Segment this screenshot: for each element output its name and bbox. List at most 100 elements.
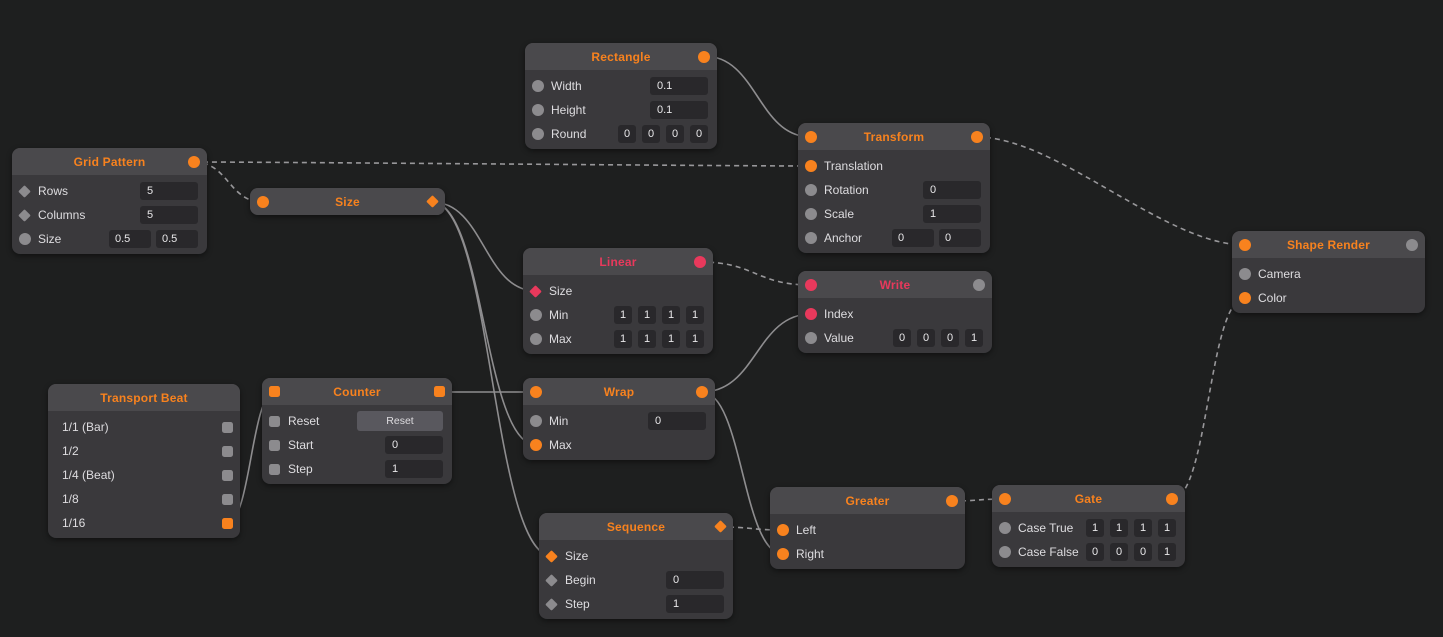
node-sequence-header[interactable]: Sequence — [539, 513, 733, 540]
wrap-min-value-field-0[interactable]: 0 — [648, 412, 706, 430]
greater-right-port[interactable] — [777, 548, 789, 560]
transport-beat-1-4-beat-port[interactable] — [222, 469, 233, 481]
linear-min-value-field-0[interactable]: 1 — [614, 306, 632, 324]
node-write-header[interactable]: Write — [798, 271, 992, 298]
node-grid-pattern[interactable]: Grid Pattern Rows 5 Columns 5 Size 0.5 0.5 — [12, 148, 207, 254]
shape-render-camera-port[interactable] — [1239, 268, 1251, 280]
gate-case-false-value-field-1[interactable]: 0 — [1110, 543, 1128, 561]
counter-input-port[interactable] — [269, 386, 280, 397]
write-output-port[interactable] — [973, 278, 985, 291]
linear-min-value-field-1[interactable]: 1 — [638, 306, 656, 324]
wire-0[interactable] — [703, 55, 812, 138]
wire-6[interactable] — [701, 313, 812, 393]
rectangle-round-value-field-0[interactable]: 0 — [618, 125, 636, 143]
write-value-value-field-0[interactable]: 0 — [893, 329, 911, 347]
wire-7[interactable] — [701, 391, 784, 555]
transport-beat-1-2-port[interactable] — [222, 445, 233, 457]
node-shape-render-header[interactable]: Shape Render — [1232, 231, 1425, 258]
grid-pattern-size-value-field-0[interactable]: 0.5 — [109, 230, 151, 248]
rectangle-round-value-field-2[interactable]: 0 — [666, 125, 684, 143]
transform-anchor-port[interactable] — [805, 232, 817, 244]
rectangle-height-value-field-0[interactable]: 0.1 — [650, 101, 708, 119]
gate-case-true-value-field-1[interactable]: 1 — [1110, 519, 1128, 537]
linear-min-value-field-3[interactable]: 1 — [686, 306, 704, 324]
transport-beat-1-16-port[interactable] — [222, 517, 233, 529]
counter-step-value-field-0[interactable]: 1 — [385, 460, 443, 478]
node-transport-beat-header[interactable]: Transport Beat — [48, 384, 240, 411]
sequence-size-port[interactable] — [545, 549, 558, 563]
counter-output-port[interactable] — [434, 386, 445, 397]
sequence-step-port[interactable] — [545, 597, 558, 611]
rectangle-width-value-field-0[interactable]: 0.1 — [650, 77, 708, 95]
counter-reset-button[interactable]: Reset — [357, 411, 443, 431]
grid-pattern-columns-port[interactable] — [18, 208, 31, 222]
gate-case-true-value-field-2[interactable]: 1 — [1134, 519, 1152, 537]
size-output-port[interactable] — [426, 195, 439, 208]
gate-case-false-value-field-3[interactable]: 1 — [1158, 543, 1176, 561]
counter-step-port[interactable] — [269, 463, 280, 475]
linear-min-value-field-2[interactable]: 1 — [662, 306, 680, 324]
greater-output-port[interactable] — [946, 494, 958, 507]
node-counter-header[interactable]: Counter — [262, 378, 452, 405]
grid-pattern-rows-port[interactable] — [18, 184, 31, 198]
write-value-value-field-1[interactable]: 0 — [917, 329, 935, 347]
counter-reset-port[interactable] — [269, 415, 280, 427]
node-wrap-header[interactable]: Wrap — [523, 378, 715, 405]
node-wrap[interactable]: Wrap Min 0 Max — [523, 378, 715, 460]
transport-beat-1-1-bar-port[interactable] — [222, 421, 233, 433]
linear-max-value-field-2[interactable]: 1 — [662, 330, 680, 348]
wire-14-dashed[interactable] — [1171, 297, 1246, 500]
shape-render-color-port[interactable] — [1239, 292, 1251, 304]
sequence-step-value-field-0[interactable]: 1 — [666, 595, 724, 613]
transform-rotation-value-field-0[interactable]: 0 — [923, 181, 981, 199]
wrap-min-port[interactable] — [530, 415, 542, 427]
transform-rotation-port[interactable] — [805, 184, 817, 196]
rectangle-height-port[interactable] — [532, 104, 544, 116]
grid-pattern-output-port[interactable] — [188, 155, 200, 168]
transform-scale-port[interactable] — [805, 208, 817, 220]
gate-case-false-value-field-2[interactable]: 0 — [1134, 543, 1152, 561]
rectangle-round-value-field-1[interactable]: 0 — [642, 125, 660, 143]
transform-scale-value-field-0[interactable]: 1 — [923, 205, 981, 223]
sequence-begin-port[interactable] — [545, 573, 558, 587]
node-rectangle-header[interactable]: Rectangle — [525, 43, 717, 70]
write-value-value-field-3[interactable]: 1 — [965, 329, 983, 347]
sequence-begin-value-field-0[interactable]: 0 — [666, 571, 724, 589]
node-gate[interactable]: Gate Case True 1 1 1 1 Case False 0 0 0 1 — [992, 485, 1185, 567]
shape-render-input-port[interactable] — [1239, 238, 1251, 251]
greater-left-port[interactable] — [777, 524, 789, 536]
node-size-header[interactable]: Size — [250, 188, 445, 215]
write-input-port[interactable] — [805, 278, 817, 291]
wrap-max-port[interactable] — [530, 439, 542, 451]
gate-case-false-value-field-0[interactable]: 0 — [1086, 543, 1104, 561]
transform-translation-port[interactable] — [805, 160, 817, 172]
size-input-port[interactable] — [257, 195, 269, 208]
rectangle-width-port[interactable] — [532, 80, 544, 92]
node-greater-header[interactable]: Greater — [770, 487, 965, 514]
linear-min-port[interactable] — [530, 309, 542, 321]
node-linear[interactable]: Linear Size Min 1 1 1 1 Max 1 1 1 1 — [523, 248, 713, 354]
write-value-value-field-2[interactable]: 0 — [941, 329, 959, 347]
node-rectangle[interactable]: Rectangle Width 0.1 Height 0.1 Round 0 0 0 0 — [525, 43, 717, 149]
grid-pattern-size-port[interactable] — [19, 233, 31, 245]
gate-case-true-value-field-3[interactable]: 1 — [1158, 519, 1176, 537]
write-value-port[interactable] — [805, 332, 817, 344]
node-sequence[interactable]: Sequence Size Begin 0 Step 1 — [539, 513, 733, 619]
rectangle-output-port[interactable] — [698, 50, 710, 63]
gate-output-port[interactable] — [1166, 492, 1178, 505]
wire-3[interactable] — [431, 201, 537, 292]
grid-pattern-columns-value-field-0[interactable]: 5 — [140, 206, 198, 224]
node-grid-pattern-header[interactable]: Grid Pattern — [12, 148, 207, 175]
node-transport-beat[interactable]: Transport Beat 1/1 (Bar) 1/2 1/4 (Beat) 1/8 1… — [48, 384, 240, 538]
linear-max-port[interactable] — [530, 333, 542, 345]
node-linear-header[interactable]: Linear — [523, 248, 713, 275]
linear-size-port[interactable] — [529, 284, 542, 298]
grid-pattern-rows-value-field-0[interactable]: 5 — [140, 182, 198, 200]
linear-output-port[interactable] — [694, 255, 706, 268]
linear-max-value-field-3[interactable]: 1 — [686, 330, 704, 348]
wire-8-dashed[interactable] — [193, 161, 812, 167]
rectangle-round-value-field-3[interactable]: 0 — [690, 125, 708, 143]
node-size[interactable]: Size — [250, 188, 445, 215]
linear-max-value-field-0[interactable]: 1 — [614, 330, 632, 348]
